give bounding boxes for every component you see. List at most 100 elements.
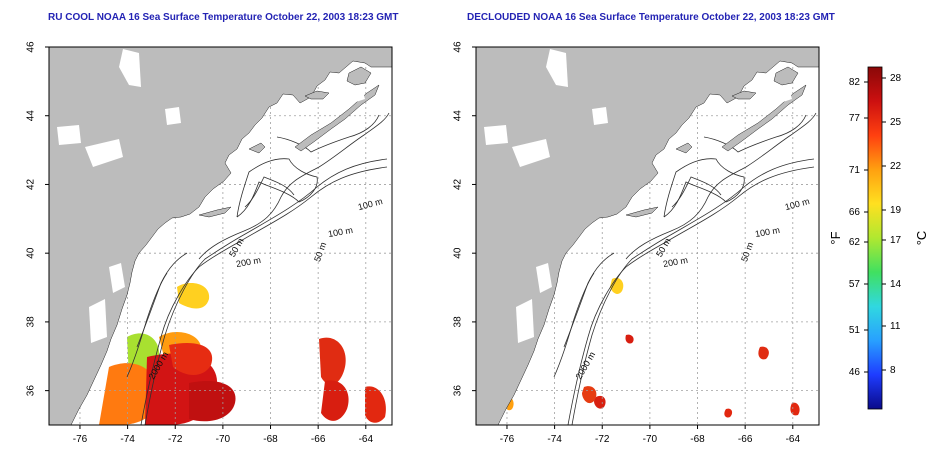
celsius-label: °C <box>914 231 929 246</box>
map-frame <box>48 46 393 426</box>
sst-patch <box>169 343 213 375</box>
contour-label: 100 m <box>327 225 353 239</box>
y-tick-label: 46 <box>453 41 464 53</box>
contour-label: 200 m <box>235 255 261 269</box>
colorbar-gradient <box>867 66 883 410</box>
inland-water <box>776 85 792 103</box>
island-land <box>773 66 799 86</box>
inland-water <box>57 125 81 145</box>
inland-water <box>349 85 365 103</box>
f-tick-label: 51 <box>849 325 861 336</box>
sst-patch <box>610 277 624 294</box>
island-land <box>675 142 693 154</box>
x-tick-label: -64 <box>359 434 374 445</box>
f-tick-label: 82 <box>849 77 861 88</box>
y-tick-label: 42 <box>453 178 464 190</box>
c-tick-label: 8 <box>890 365 896 376</box>
land-mass <box>476 47 819 425</box>
bathymetry-contour <box>276 114 380 153</box>
island-land <box>198 206 232 218</box>
c-tick-label: 19 <box>890 205 902 216</box>
sst-patch <box>189 381 236 422</box>
bathymetry-contour <box>244 176 295 208</box>
bathymetry-contour <box>567 166 815 425</box>
island-land <box>731 90 757 100</box>
bathymetry-contour <box>198 112 390 260</box>
sst-patch <box>625 334 634 344</box>
bathymetry-contour <box>140 166 388 425</box>
inland-water <box>512 139 550 167</box>
y-tick-label: 38 <box>26 316 37 328</box>
inland-water <box>119 49 141 87</box>
sst-patch <box>177 283 210 309</box>
left-map-title: RU COOL NOAA 16 Sea Surface Temperature … <box>48 12 399 23</box>
sst-patch <box>758 346 769 360</box>
x-tick-label: -66 <box>738 434 753 445</box>
map-frame <box>475 46 820 426</box>
c-tick-label: 28 <box>890 73 902 84</box>
bathymetry-contour <box>625 112 817 260</box>
sst-patch <box>724 408 733 418</box>
y-tick-label: 44 <box>453 110 464 122</box>
f-tick-label: 62 <box>849 237 861 248</box>
inland-water <box>536 263 552 293</box>
bathymetry-contour <box>553 272 595 378</box>
inland-water <box>109 263 125 293</box>
f-tick-label: 46 <box>849 367 861 378</box>
c-tick-label: 22 <box>890 161 902 172</box>
sst-patch <box>319 337 346 385</box>
x-tick-label: -76 <box>73 434 88 445</box>
inland-water <box>546 49 568 87</box>
c-tick-label: 14 <box>890 279 902 290</box>
x-tick-label: -72 <box>595 434 610 445</box>
x-tick-label: -64 <box>786 434 801 445</box>
nova-scotia-land <box>721 84 807 152</box>
y-tick-label: 46 <box>26 41 37 53</box>
inland-water <box>592 107 608 125</box>
x-tick-label: -68 <box>690 434 705 445</box>
y-tick-label: 38 <box>453 316 464 328</box>
x-tick-label: -72 <box>168 434 183 445</box>
x-tick-label: -74 <box>120 434 135 445</box>
fahrenheit-label: °F <box>828 231 843 244</box>
inland-water <box>85 139 123 167</box>
inland-water <box>516 299 534 343</box>
x-tick-label: -70 <box>216 434 231 445</box>
inland-water <box>165 107 181 125</box>
f-tick-label: 71 <box>849 165 861 176</box>
f-tick-label: 66 <box>849 207 861 218</box>
bathymetry-contour <box>671 176 722 208</box>
c-tick-label: 25 <box>890 117 902 128</box>
x-tick-label: -76 <box>500 434 515 445</box>
sst-patch <box>321 380 349 421</box>
island-land <box>248 142 266 154</box>
x-tick-label: -66 <box>311 434 326 445</box>
x-tick-label: -68 <box>263 434 278 445</box>
bathymetry-contour <box>663 158 745 218</box>
c-tick-label: 17 <box>890 235 902 246</box>
x-tick-label: -74 <box>547 434 562 445</box>
island-land <box>304 90 330 100</box>
sst-patch <box>365 386 386 423</box>
right-map-title: DECLOUDED NOAA 16 Sea Surface Temperatur… <box>467 12 835 23</box>
island-land <box>625 206 659 218</box>
y-tick-label: 36 <box>26 385 37 397</box>
land-mass <box>49 47 392 425</box>
y-tick-label: 40 <box>453 247 464 259</box>
island-land <box>346 66 372 86</box>
bathymetry-contour <box>126 272 168 378</box>
f-tick-label: 77 <box>849 113 861 124</box>
y-tick-label: 44 <box>26 110 37 122</box>
inland-water <box>89 299 107 343</box>
y-tick-label: 40 <box>26 247 37 259</box>
sst-patch <box>594 395 606 409</box>
f-tick-label: 57 <box>849 279 861 290</box>
inland-water <box>484 125 508 145</box>
bathymetry-contour <box>144 158 388 425</box>
y-tick-label: 42 <box>26 178 37 190</box>
contour-label: 200 m <box>662 255 688 269</box>
